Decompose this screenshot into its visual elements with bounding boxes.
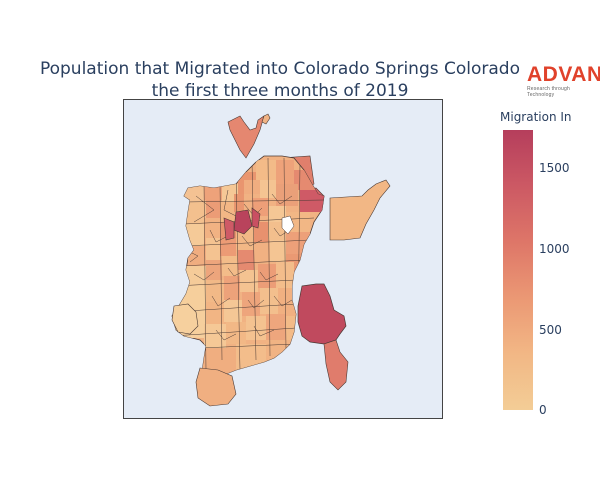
colorbar <box>503 130 533 410</box>
map-gap <box>281 215 295 235</box>
tract-southeast-large[interactable] <box>297 283 347 345</box>
tract-high-central-1[interactable] <box>233 209 253 235</box>
advan-logo-name: ADVAN <box>527 63 600 86</box>
tract-north-small[interactable] <box>261 113 271 125</box>
colorbar-tick-500: 500 <box>539 323 562 337</box>
tract-high-central-3[interactable] <box>223 217 235 241</box>
chart-title-line-1: Population that Migrated into Colorado S… <box>39 59 521 79</box>
colorbar-title: Migration In <box>500 110 572 124</box>
tract-high-central-2[interactable] <box>251 207 261 229</box>
colorbar-tick-1000: 1000 <box>539 242 570 256</box>
advan-logo: ADVAN Research through Technology <box>527 63 600 99</box>
chart-title-line-2: the first three months of 2019 <box>151 81 409 101</box>
tract-north-detached[interactable] <box>227 115 265 159</box>
tract-east-rect[interactable] <box>329 179 391 241</box>
colorbar-tick-1500: 1500 <box>539 161 570 175</box>
choropleth-map[interactable] <box>123 99 443 419</box>
advan-logo-tagline: Research through Technology <box>527 86 570 98</box>
tract-southeast-strip[interactable] <box>323 339 349 391</box>
colorbar-tick-0: 0 <box>539 403 547 417</box>
tract-west-lobe[interactable] <box>171 303 199 335</box>
tract-southwest-lobe[interactable] <box>195 367 237 407</box>
map-svg <box>171 113 391 407</box>
chart-title: Population that Migrated into Colorado S… <box>30 58 530 102</box>
